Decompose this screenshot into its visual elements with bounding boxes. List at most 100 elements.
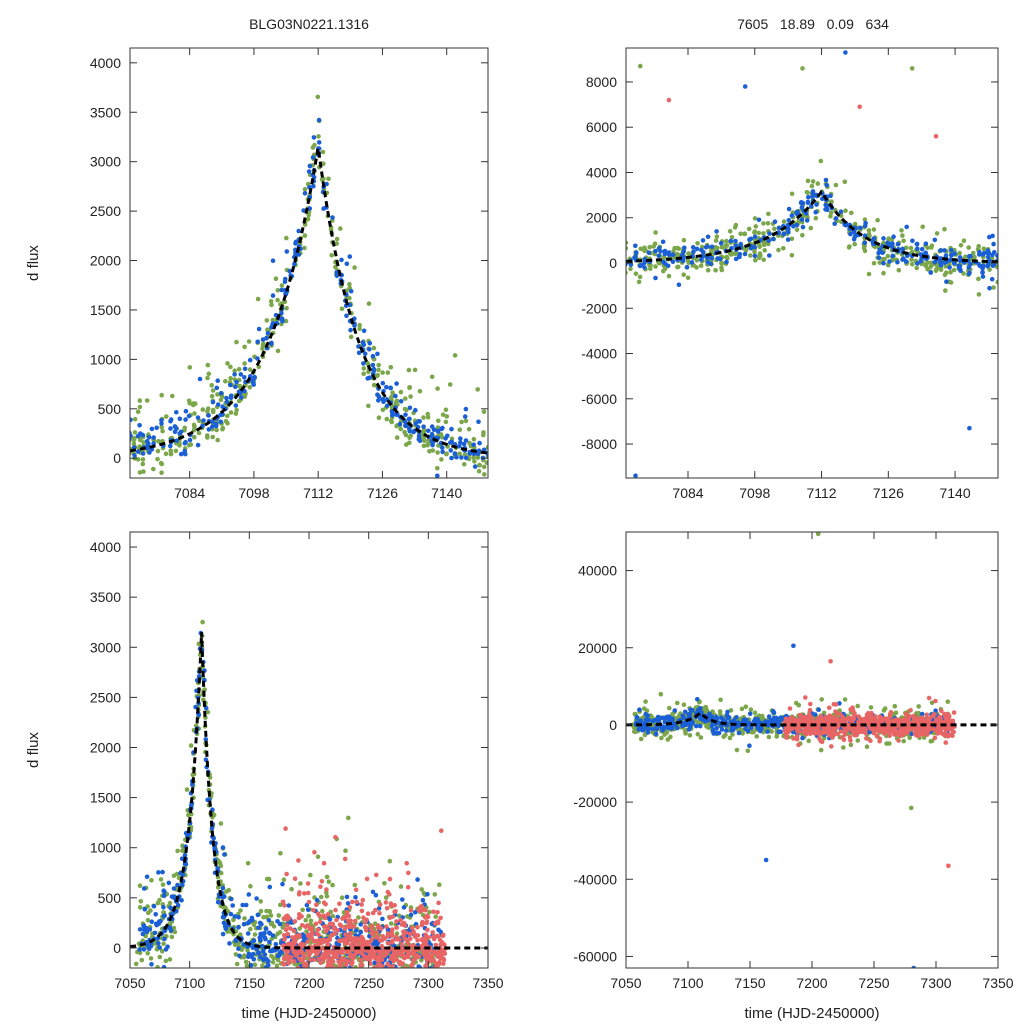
data-point-green [892, 703, 898, 709]
data-point-green [748, 253, 753, 258]
data-point-green [275, 931, 281, 937]
y-axis-label: d flux [25, 732, 42, 768]
data-point-blue [660, 715, 665, 721]
data-point-blue [832, 221, 837, 226]
data-point-green [276, 913, 282, 918]
data-point-blue [220, 885, 226, 891]
data-point-blue [171, 886, 177, 891]
data-point-blue [653, 248, 658, 254]
data-point-blue [728, 238, 734, 244]
data-point-green [682, 728, 688, 734]
data-point-red [943, 740, 949, 745]
data-point-blue [1000, 259, 1005, 264]
data-point-blue [228, 911, 234, 917]
data-point-green [723, 732, 728, 738]
data-point-green [329, 974, 334, 979]
data-point-green [234, 961, 240, 967]
data-point-red [436, 900, 441, 906]
data-point-red [325, 952, 331, 957]
data-point-green [867, 233, 872, 239]
data-point-red [399, 922, 405, 927]
data-point-red [437, 959, 442, 965]
data-point-green [728, 708, 734, 713]
data-point-green [275, 288, 281, 293]
data-point-green [159, 392, 164, 398]
data-point-red [347, 954, 353, 959]
data-point-blue [724, 728, 729, 733]
data-point-green [283, 318, 289, 324]
data-point-green [205, 709, 211, 715]
data-point-blue [270, 258, 276, 264]
data-point-blue [778, 715, 784, 720]
data-point-green [653, 264, 658, 269]
data-point-blue [286, 903, 292, 908]
data-point-green [719, 267, 725, 273]
data-point-blue [375, 351, 380, 357]
data-point-red [319, 879, 325, 884]
data-point-red [298, 957, 304, 963]
data-point-green [800, 232, 805, 238]
data-point-green [619, 290, 624, 295]
data-point-green [743, 704, 749, 709]
data-point-green [651, 244, 656, 249]
data-point-red [360, 897, 366, 903]
data-point-green [714, 234, 720, 239]
data-point-green [957, 250, 962, 256]
data-point-red [350, 946, 355, 952]
data-point-blue [224, 399, 230, 405]
data-point-blue [789, 213, 795, 218]
data-point-blue [158, 918, 163, 924]
data-point-red [397, 961, 403, 967]
data-point-green [729, 250, 734, 256]
data-point-red [426, 935, 431, 940]
y-tick-label: 3500 [90, 104, 121, 120]
data-point-red [437, 995, 442, 1000]
data-point-green [234, 339, 239, 345]
data-point-red [349, 969, 354, 974]
data-point-blue [321, 206, 326, 211]
data-point-green [144, 398, 150, 403]
data-point-green [376, 415, 382, 421]
data-point-red [317, 913, 322, 918]
data-point-green [951, 267, 957, 273]
data-point-blue [380, 916, 385, 922]
data-point-red [307, 968, 312, 973]
data-point-green [475, 455, 481, 460]
data-point-blue [719, 727, 725, 732]
data-point-green [638, 736, 644, 742]
data-point-green [242, 916, 247, 921]
data-point-blue [967, 253, 972, 259]
data-point-blue [435, 473, 440, 478]
data-point-blue [656, 245, 662, 251]
data-point-blue [267, 939, 272, 945]
data-point-blue [301, 935, 307, 940]
data-point-blue [277, 921, 283, 927]
data-point-green [324, 893, 330, 899]
data-point-blue [249, 915, 255, 921]
data-point-blue [213, 421, 219, 427]
data-point-blue [618, 255, 623, 260]
data-point-green [713, 245, 718, 250]
data-point-green [173, 448, 179, 454]
data-point-red [349, 962, 354, 967]
data-points-top-left [130, 94, 488, 478]
data-point-green [766, 734, 772, 740]
x-axis-label: time (HJD-2450000) [241, 1005, 376, 1022]
data-point-red [406, 870, 411, 876]
data-point-blue [278, 974, 283, 979]
data-point-red [385, 961, 391, 967]
data-point-red [288, 926, 293, 931]
data-point-blue [251, 377, 256, 382]
data-point-blue [770, 236, 776, 242]
data-point-blue [987, 285, 992, 291]
data-point-blue [662, 250, 668, 255]
data-point-green [718, 697, 723, 703]
data-point-blue [310, 155, 316, 160]
y-tick-label: -4000 [581, 346, 617, 362]
data-point-green [302, 186, 308, 192]
data-point-green [729, 235, 735, 240]
data-point-red [406, 986, 411, 991]
data-point-green [719, 245, 725, 250]
data-point-blue [141, 886, 147, 891]
data-point-green [929, 243, 935, 248]
